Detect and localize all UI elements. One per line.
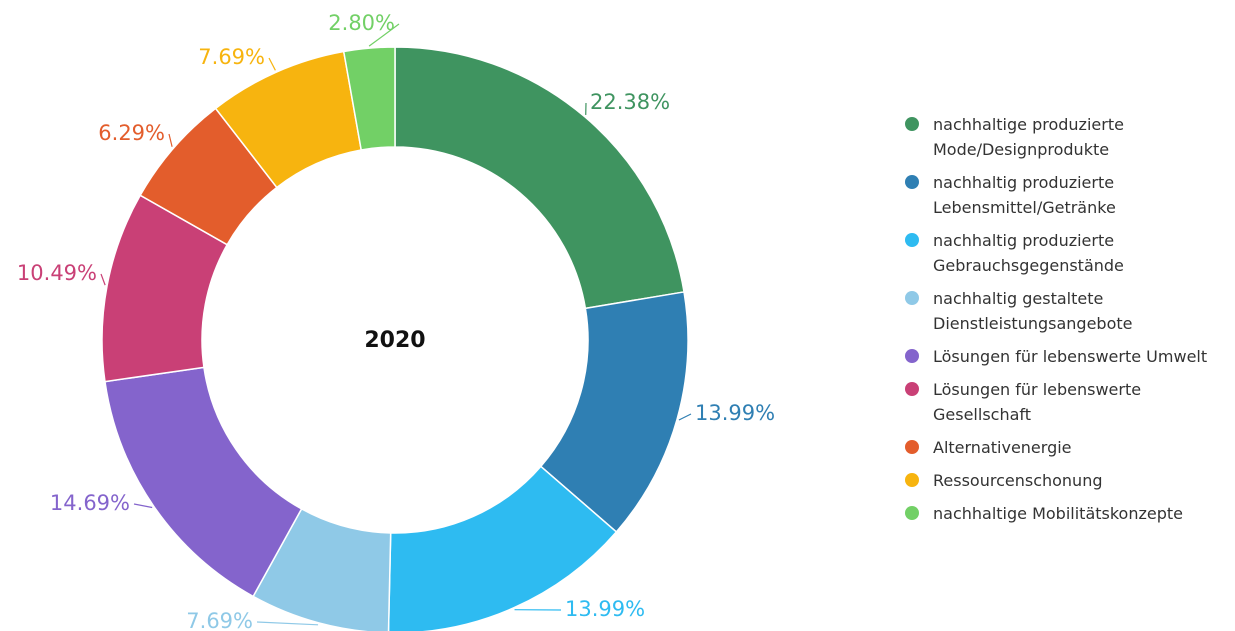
value-label: 6.29%	[98, 121, 165, 145]
legend-dot-icon	[905, 117, 919, 131]
legend: nachhaltige produzierte Mode/Designproduk…	[905, 112, 1235, 534]
legend-item: nachhaltige Mobilitätskonzepte	[905, 501, 1235, 526]
legend-dot-icon	[905, 291, 919, 305]
legend-label: Gebrauchsgegenstände	[933, 256, 1124, 275]
value-label: 7.69%	[186, 609, 253, 631]
donut-slices	[101, 46, 689, 631]
leader-line	[133, 503, 153, 509]
legend-item: Lösungen für lebenswerte Gesellschaft	[905, 377, 1235, 427]
donut-slice	[342, 46, 396, 151]
value-label: 14.69%	[50, 491, 130, 515]
donut-slice	[387, 465, 618, 631]
value-label: 10.49%	[17, 261, 97, 285]
leader-line	[678, 413, 692, 421]
legend-dot-icon	[905, 233, 919, 247]
leader-lines	[100, 23, 692, 626]
legend-label: Gesellschaft	[933, 405, 1032, 424]
legend-label: Alternativenergie	[933, 438, 1072, 457]
legend-label: nachhaltig gestaltete	[933, 289, 1104, 308]
value-label: 7.69%	[198, 45, 265, 69]
legend-item: Alternativenergie	[905, 435, 1235, 460]
leader-line	[256, 621, 319, 626]
legend-label: Lösungen für lebenswerte Umwelt	[933, 347, 1208, 366]
legend-dot-icon	[905, 473, 919, 487]
legend-item: Ressourcenschonung	[905, 468, 1235, 493]
legend-label: Mode/Designprodukte	[933, 140, 1110, 159]
legend-label: Ressourcenschonung	[933, 471, 1103, 490]
value-labels: 22.38% 13.99% 13.99% 7.69% 14.69% 10.49% 6.29%…	[17, 11, 775, 631]
center-label: 2020	[364, 328, 425, 353]
legend-item: nachhaltige produzierte Mode/Designproduk…	[905, 112, 1235, 162]
legend-item: nachhaltig produzierte Lebensmittel/Geträ…	[905, 170, 1235, 220]
legend-label: Lebensmittel/Getränke	[933, 198, 1116, 217]
legend-dot-icon	[905, 506, 919, 520]
value-label: 22.38%	[590, 90, 670, 114]
donut-slice	[104, 366, 303, 598]
legend-label: Dienstleistungsangebote	[933, 314, 1133, 333]
leader-line	[100, 273, 106, 286]
legend-label: nachhaltige Mobilitätskonzepte	[933, 504, 1183, 523]
value-label: 13.99%	[695, 401, 775, 425]
legend-dot-icon	[905, 440, 919, 454]
legend-item: nachhaltig produzierte Gebrauchsgegenstän…	[905, 228, 1235, 278]
value-label: 2.80%	[328, 11, 395, 35]
value-label: 13.99%	[565, 597, 645, 621]
legend-item: Lösungen für lebenswerte Umwelt	[905, 344, 1235, 369]
leader-line	[368, 23, 400, 47]
legend-dot-icon	[905, 175, 919, 189]
legend-dot-icon	[905, 349, 919, 363]
legend-label: nachhaltig produzierte	[933, 173, 1115, 192]
donut-slice	[394, 46, 685, 310]
legend-label: nachhaltig produzierte	[933, 231, 1115, 250]
legend-item: nachhaltig gestaltete Dienstleistungsange…	[905, 286, 1235, 336]
legend-dot-icon	[905, 382, 919, 396]
legend-label: nachhaltige produzierte	[933, 115, 1124, 134]
leader-line	[168, 133, 173, 147]
legend-label: Lösungen für lebenswerte	[933, 380, 1142, 399]
leader-line	[268, 57, 276, 71]
